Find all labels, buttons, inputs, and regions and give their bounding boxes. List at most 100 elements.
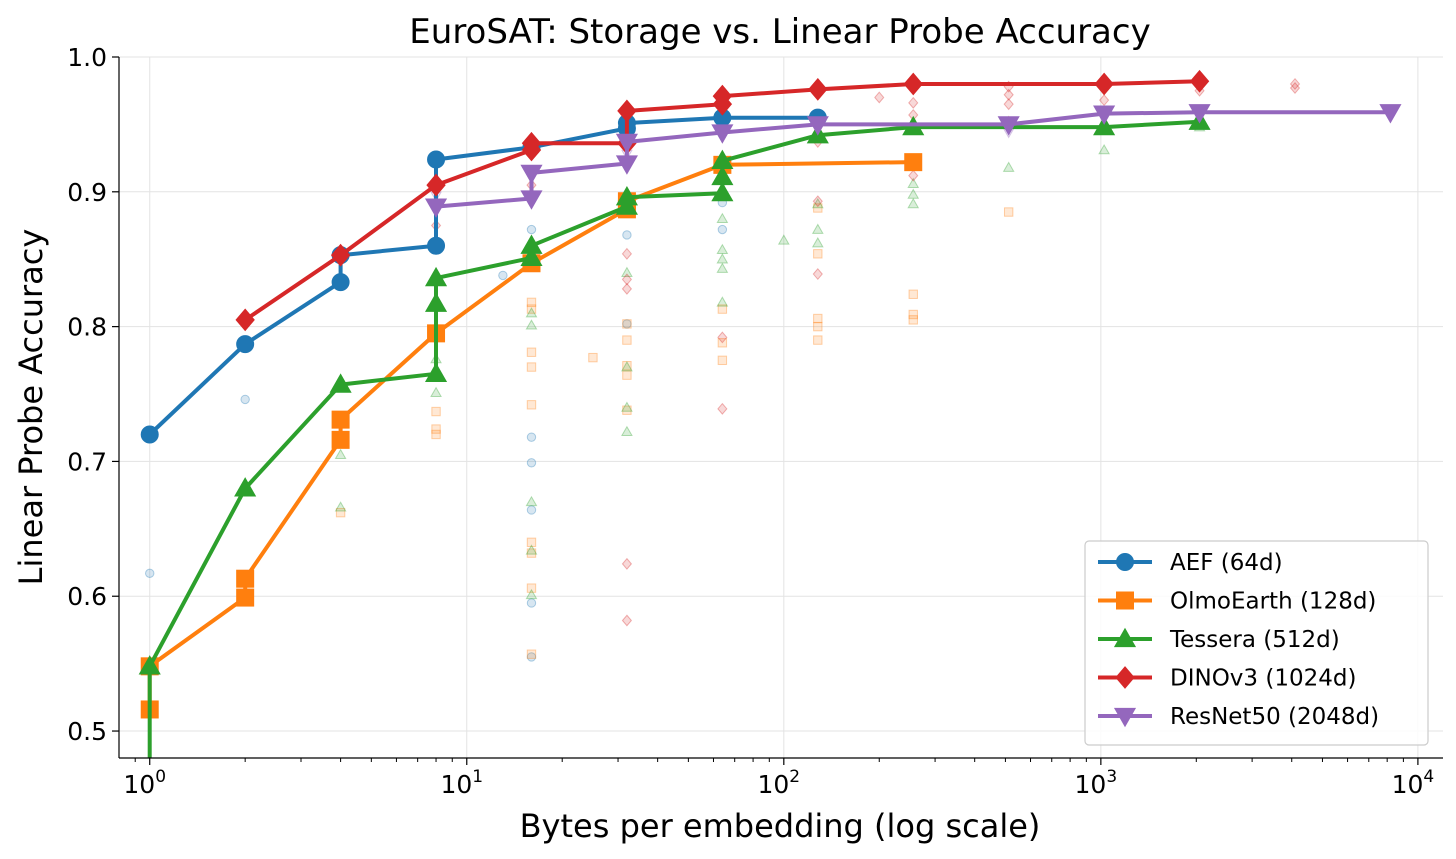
scatter-point xyxy=(526,224,537,235)
scatter-point xyxy=(335,507,346,518)
scatter-point xyxy=(1099,94,1110,107)
scatter-point xyxy=(334,448,347,459)
scatter-point xyxy=(622,319,632,329)
scatter-tessera-512d xyxy=(334,121,1206,600)
scatter-point xyxy=(526,362,537,372)
scatter-point xyxy=(907,188,920,199)
scatter-point xyxy=(621,247,633,260)
scatter-point xyxy=(431,429,441,440)
scatter-point xyxy=(621,614,633,627)
legend-label: ResNet50 (2048d) xyxy=(1170,704,1379,730)
scatter-point xyxy=(908,289,918,299)
data-point xyxy=(711,149,734,169)
scatter-point xyxy=(526,537,537,548)
scatter-point xyxy=(622,370,632,380)
scatter-point xyxy=(717,304,728,314)
legend-box xyxy=(1084,540,1429,746)
scatter-point xyxy=(526,458,537,468)
scatter-point xyxy=(907,197,920,209)
scatter-point xyxy=(812,268,823,281)
scatter-point xyxy=(717,355,728,366)
y-tick-label: 0.9 xyxy=(67,178,107,207)
data-point xyxy=(331,273,350,292)
data-point xyxy=(806,116,829,136)
data-point xyxy=(997,116,1020,136)
data-point xyxy=(1093,105,1116,125)
x-tick-label: 104 xyxy=(1392,767,1435,799)
scatter-dinov3-1024d xyxy=(430,77,1301,627)
data-point xyxy=(424,266,448,287)
scatter-point xyxy=(431,406,441,417)
data-point xyxy=(520,164,543,185)
data-point xyxy=(520,234,543,254)
scatter-point xyxy=(717,402,728,415)
data-point xyxy=(1094,72,1114,96)
data-point xyxy=(426,173,446,197)
data-point xyxy=(808,77,828,101)
data-point xyxy=(427,150,446,169)
scatter-point xyxy=(1098,143,1111,155)
scatter-point xyxy=(811,223,824,234)
legend-swatch-marker xyxy=(1115,666,1135,689)
legend-label: Tessera (512d) xyxy=(1169,627,1340,653)
y-axis-label: Linear Probe Accuracy xyxy=(12,229,50,586)
scatter-point xyxy=(908,309,918,320)
scatter-point xyxy=(1003,88,1014,101)
scatter-point xyxy=(622,361,632,371)
data-point xyxy=(427,236,446,255)
axes: 0.5 0.6 0.7 0.8 0.9 1.0 100 101 102 103 104 xyxy=(67,43,1443,799)
scatter-point xyxy=(588,352,598,363)
data-point xyxy=(711,124,734,144)
y-tick-label: 0.5 xyxy=(67,717,107,746)
scatter-point xyxy=(498,270,508,281)
series-line xyxy=(147,119,1202,758)
scatter-point xyxy=(526,548,537,558)
y-tick-label: 0.8 xyxy=(67,313,107,342)
scatter-point xyxy=(526,583,537,593)
data-point xyxy=(615,195,638,215)
scatter-point xyxy=(716,296,729,307)
scatter-point xyxy=(621,266,633,277)
scatter-point xyxy=(526,649,537,659)
data-point xyxy=(140,425,159,444)
scatter-point xyxy=(526,432,537,442)
scatter-point xyxy=(1002,161,1015,172)
series-layer xyxy=(138,69,1402,758)
data-point xyxy=(236,588,255,607)
data-point xyxy=(424,292,448,312)
scatter-point xyxy=(525,495,538,507)
scatter-point xyxy=(526,347,537,357)
data-point xyxy=(1093,115,1116,136)
data-point xyxy=(424,198,448,218)
scatter-point xyxy=(430,386,442,397)
data-point xyxy=(1189,69,1210,93)
data-point xyxy=(1188,104,1211,124)
scatter-point xyxy=(621,557,633,570)
scatter-point xyxy=(526,304,537,314)
data-point xyxy=(234,477,257,497)
data-point xyxy=(330,243,351,267)
data-point xyxy=(520,190,543,210)
x-tick-label: 101 xyxy=(440,767,483,799)
data-point xyxy=(236,569,255,588)
scatter-point xyxy=(622,335,632,345)
scatter-point xyxy=(622,230,632,240)
scatter-point xyxy=(622,319,632,329)
scatter-point xyxy=(621,273,633,286)
scatter-point xyxy=(716,253,729,264)
chart-title: EuroSAT: Storage vs. Linear Probe Accura… xyxy=(409,12,1150,52)
scatter-point xyxy=(622,405,632,415)
data-point xyxy=(1379,104,1402,124)
data-point xyxy=(615,133,638,154)
legend-label: DINOv3 (1024d) xyxy=(1170,666,1356,692)
scatter-point xyxy=(526,598,537,608)
scatter-point xyxy=(526,652,537,662)
data-point xyxy=(236,335,255,354)
scatter-point xyxy=(431,424,441,434)
legend-swatch-marker xyxy=(1113,627,1137,648)
data-point xyxy=(138,655,161,675)
scatter-point xyxy=(716,243,729,255)
legend-swatch-marker xyxy=(1116,591,1134,610)
data-point xyxy=(331,410,350,429)
data-point xyxy=(424,362,448,382)
